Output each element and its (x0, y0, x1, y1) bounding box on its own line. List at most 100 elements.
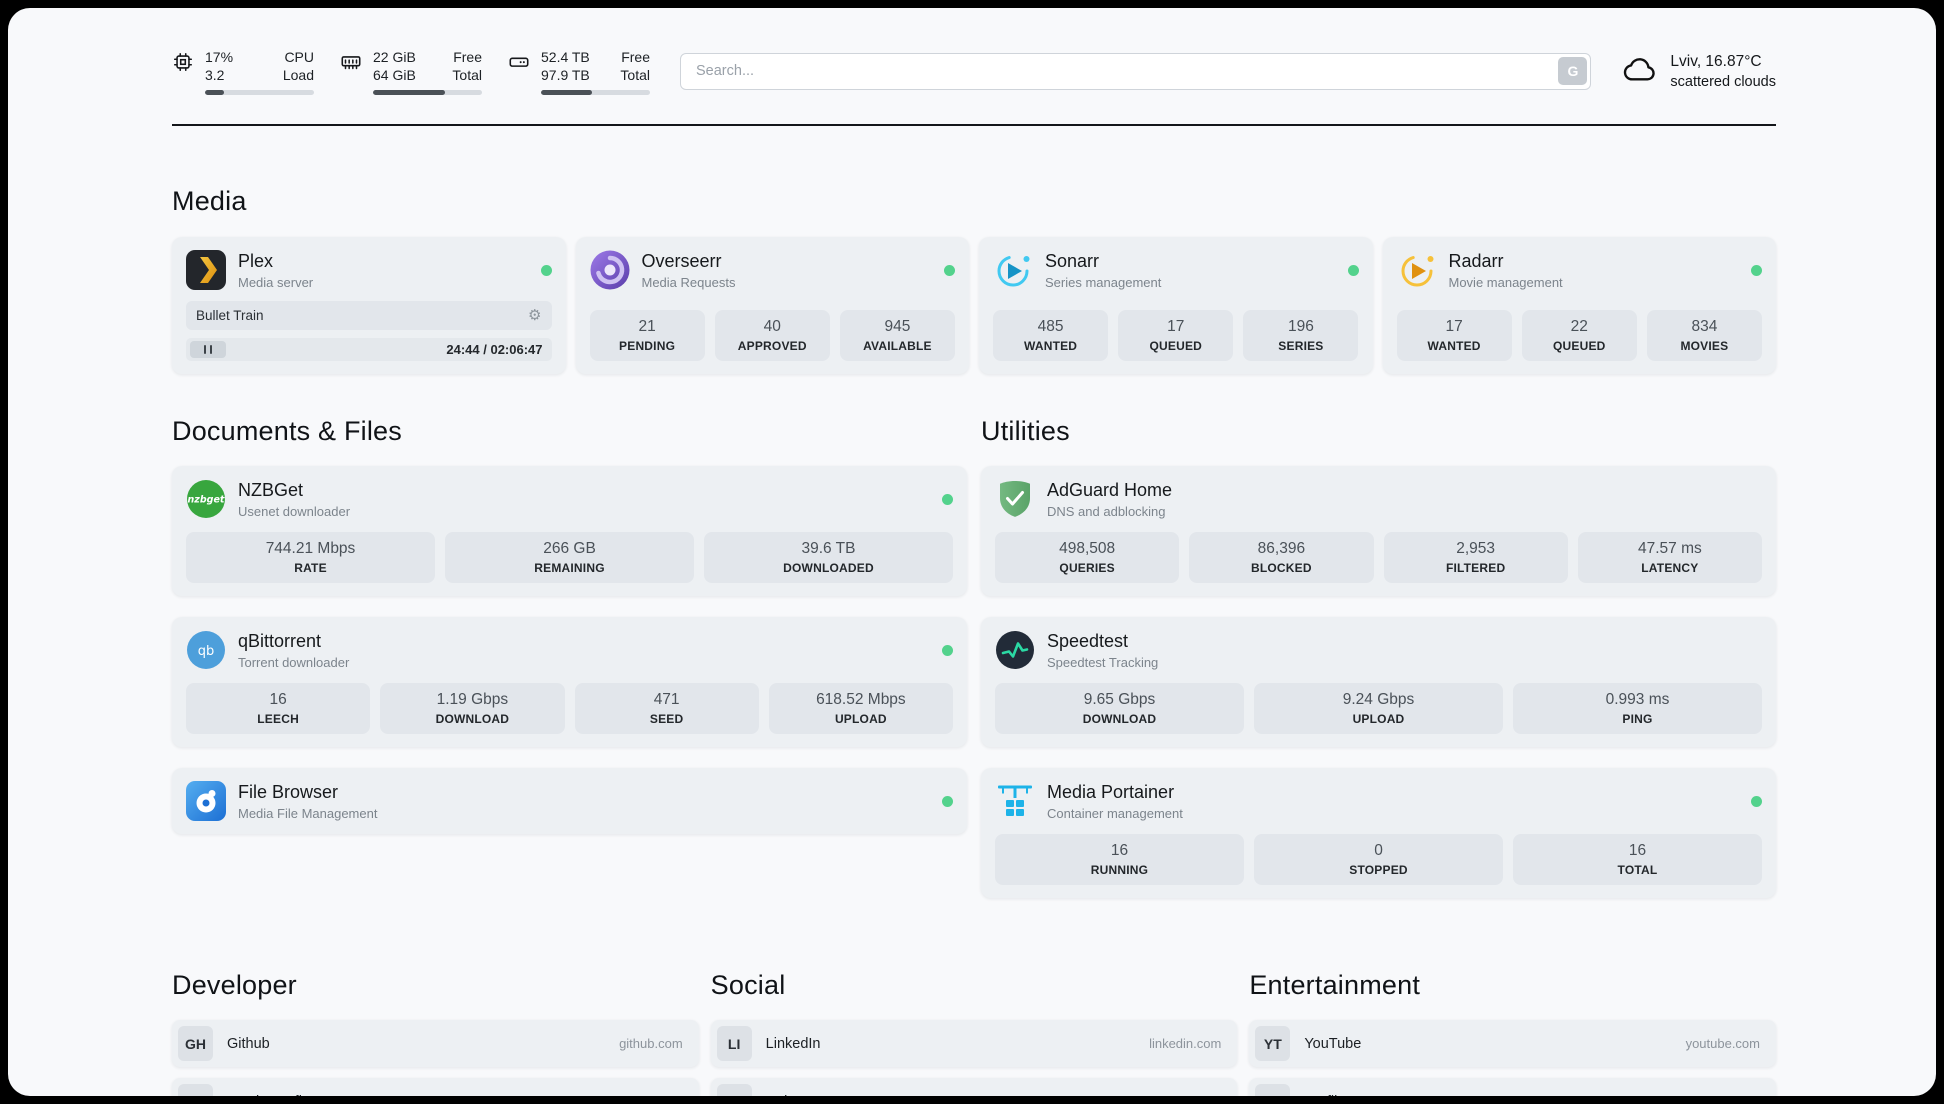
stat-box: 834 MOVIES (1646, 310, 1762, 361)
service-name: Radarr (1448, 250, 1504, 271)
pause-button[interactable] (190, 341, 226, 358)
service-description: Movie management (1448, 274, 1563, 290)
service-name: Speedtest (1047, 630, 1129, 651)
bookmark-github[interactable]: GH Github github.com (172, 1020, 699, 1067)
nzbget-card[interactable]: nzbget NZBGet Usenet downloader 744.21 M… (172, 466, 967, 596)
bookmark-netflix[interactable]: NF Netflix netflix.com (1249, 1078, 1776, 1096)
stat-value: 196 (1287, 318, 1314, 335)
radarr-card[interactable]: Radarr Movie management 17 WANTED 22 QUE… (1382, 237, 1776, 374)
stat-label: STOPPED (1349, 863, 1408, 877)
stat-value: 945 (884, 318, 911, 335)
cpu-usage-value: 17% (205, 48, 234, 65)
status-dot (1347, 264, 1359, 276)
stat-box: 1.19 Gbps DOWNLOAD (380, 683, 565, 734)
speedtest-stats: 9.65 Gbps DOWNLOAD 9.24 Gbps UPLOAD 0.99… (995, 683, 1762, 734)
radarr-stats: 17 WANTED 22 QUEUED 834 MOVIES (1396, 310, 1763, 361)
ram-progress-bar (373, 89, 482, 95)
bookmark-stackoverflow[interactable]: SO StackOverflow stackoverflow.com (172, 1078, 699, 1096)
header-divider (172, 124, 1776, 126)
gear-icon[interactable]: ⚙ (528, 306, 542, 324)
overseerr-card[interactable]: Overseerr Media Requests 21 PENDING 40 A… (575, 237, 969, 374)
disk-total-value: 97.9 TB (541, 66, 590, 83)
plex-icon (186, 250, 226, 290)
ram-progress-fill (373, 89, 445, 95)
disk-progress-bar (541, 89, 650, 95)
bookmark-name: Netflix (1304, 1094, 1344, 1097)
stat-box: 39.6 TB DOWNLOADED (704, 532, 953, 583)
stat-label: BLOCKED (1251, 561, 1312, 575)
section-title-utilities: Utilities (981, 416, 1070, 446)
stat-value: 16 (269, 691, 287, 708)
service-name: qBittorrent (238, 630, 322, 651)
service-description: DNS and adblocking (1047, 503, 1166, 519)
section-title-developer: Developer (172, 970, 297, 1000)
stat-value: 21 (638, 318, 656, 335)
radarr-icon (1397, 250, 1437, 290)
ram-label-top: Free (453, 48, 482, 65)
stat-label: REMAINING (534, 561, 605, 575)
twitter-abbr-icon: TW (716, 1084, 752, 1096)
stat-box: 618.52 Mbps UPLOAD (768, 683, 953, 734)
weather-location: Lviv, 16.87°C (1670, 52, 1762, 70)
section-title-media: Media (172, 186, 247, 216)
service-description: Media File Management (238, 805, 378, 821)
stat-label: LEECH (257, 712, 299, 726)
stat-label: UPLOAD (834, 712, 887, 726)
stat-box: 485 WANTED (993, 310, 1109, 361)
stat-box: 86,396 BLOCKED (1189, 532, 1374, 583)
cpu-progress-fill (205, 89, 224, 95)
nzbget-icon: nzbget (186, 479, 226, 519)
stat-value: 47.57 ms (1637, 540, 1702, 557)
stat-value: 2,953 (1456, 540, 1496, 557)
player-progress-row[interactable]: 24:44 / 02:06:47 (186, 338, 552, 361)
sonarr-card[interactable]: Sonarr Series management 485 WANTED 17 Q… (979, 237, 1373, 374)
hard-drive-icon (508, 48, 530, 73)
bookmark-linkedin[interactable]: LI LinkedIn linkedin.com (710, 1020, 1238, 1067)
stat-label: DOWNLOAD (1082, 712, 1157, 726)
plex-card[interactable]: Plex Media server Bullet Train ⚙ 24:44 /… (172, 237, 566, 374)
bookmark-name: Twitter (766, 1094, 809, 1097)
stat-label: MOVIES (1680, 339, 1729, 353)
service-description: Container management (1047, 805, 1183, 821)
search-engine-button[interactable]: G (1558, 57, 1588, 85)
filebrowser-card[interactable]: File Browser Media File Management (172, 768, 967, 834)
cpu-secondary-value: 3.2 (205, 66, 225, 83)
now-playing-row: Bullet Train ⚙ (186, 301, 552, 330)
stat-value: 618.52 Mbps (816, 691, 906, 708)
qbittorrent-card[interactable]: qb qBittorrent Torrent downloader 16 LEE… (172, 617, 967, 747)
netflix-abbr-icon: NF (1255, 1084, 1291, 1096)
portainer-card[interactable]: Media Portainer Container management 16 … (981, 768, 1776, 898)
stat-value: 266 GB (543, 540, 596, 557)
stat-box: 16 RUNNING (995, 834, 1244, 885)
stat-label: QUEUED (1149, 339, 1203, 353)
bookmark-url: github.com (619, 1036, 683, 1051)
search-input[interactable] (680, 52, 1592, 90)
service-name: NZBGet (238, 479, 304, 500)
adguard-card[interactable]: AdGuard Home DNS and adblocking 498,508 … (981, 466, 1776, 596)
weather-widget[interactable]: Lviv, 16.87°C scattered clouds (1621, 50, 1776, 93)
bookmark-name: StackOverflow (227, 1094, 320, 1097)
bookmark-url: netflix.com (1698, 1094, 1760, 1096)
stat-box: 16 LEECH (186, 683, 371, 734)
bookmark-url: twitter.com (1159, 1094, 1221, 1096)
ram-free-value: 22 GiB (373, 48, 416, 65)
status-dot (944, 264, 955, 276)
stat-box: 0 STOPPED (1254, 834, 1503, 885)
bookmark-youtube[interactable]: YT YouTube youtube.com (1249, 1020, 1776, 1067)
stat-box: 9.24 Gbps UPLOAD (1254, 683, 1503, 734)
dashboard-page: 17% CPU 3.2 Load (8, 8, 1936, 1096)
disk-metric: 52.4 TB Free 97.9 TB Total (508, 48, 650, 95)
stat-label: PENDING (619, 339, 676, 353)
ram-total-value: 64 GiB (373, 66, 416, 83)
stat-box: 498,508 QUERIES (995, 532, 1180, 583)
bookmark-name: LinkedIn (765, 1035, 821, 1052)
service-name: File Browser (238, 781, 339, 802)
disk-progress-fill (541, 89, 593, 95)
overseerr-stats: 21 PENDING 40 APPROVED 945 AVAILABLE (589, 310, 956, 361)
stat-label: FILTERED (1445, 561, 1506, 575)
stat-box: 9.65 Gbps DOWNLOAD (995, 683, 1244, 734)
speedtest-card[interactable]: Speedtest Speedtest Tracking 9.65 Gbps D… (981, 617, 1776, 747)
stat-box: 17 QUEUED (1118, 310, 1234, 361)
bookmark-twitter[interactable]: TW Twitter twitter.com (710, 1078, 1238, 1097)
ram-metric: 22 GiB Free 64 GiB Total (340, 48, 482, 95)
